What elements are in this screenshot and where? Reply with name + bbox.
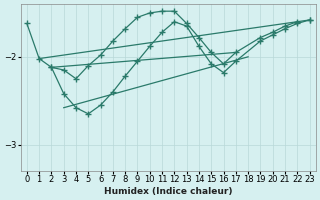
X-axis label: Humidex (Indice chaleur): Humidex (Indice chaleur): [104, 187, 232, 196]
